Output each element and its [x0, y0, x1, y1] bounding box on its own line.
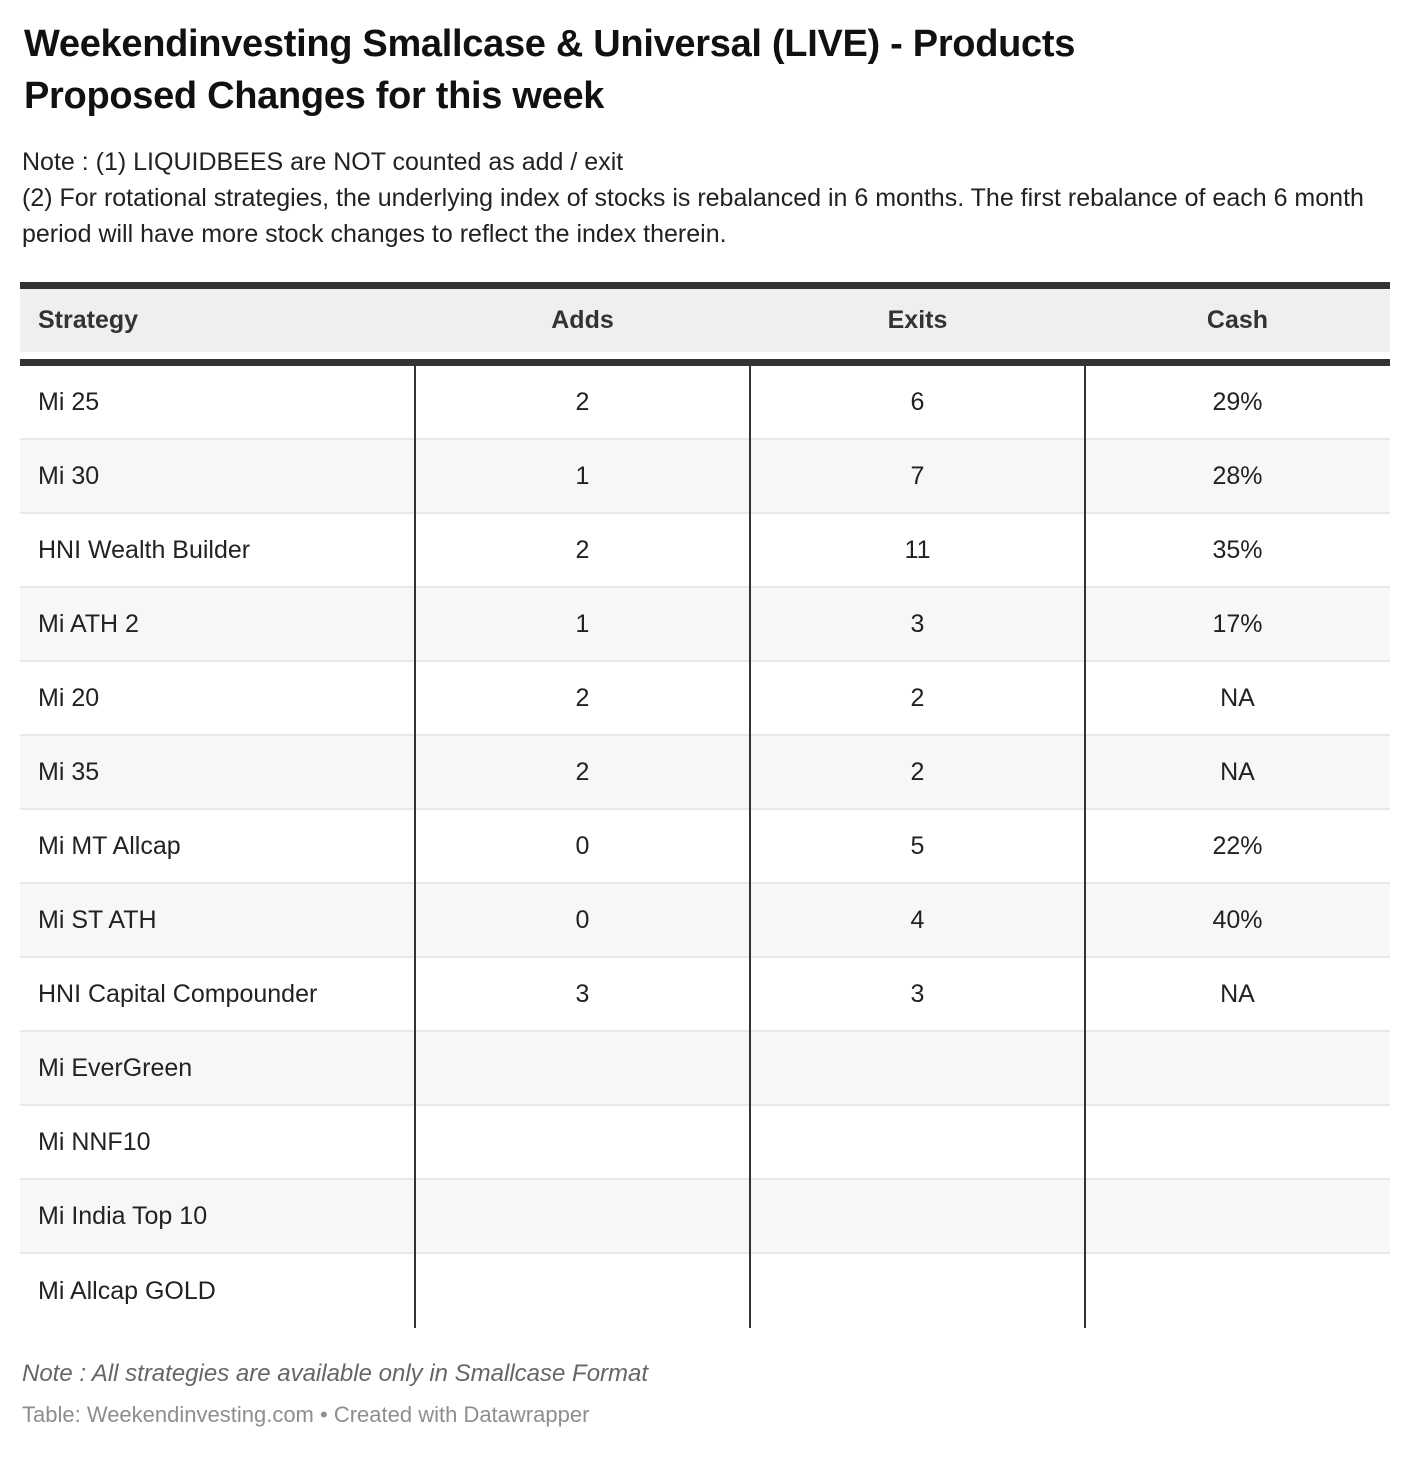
cell-adds: 2: [575, 535, 590, 564]
column-header-cash: Cash: [1206, 306, 1269, 334]
cell-cash: 28%: [1212, 461, 1263, 490]
attribution-separator: •: [313, 1402, 334, 1427]
column-header-strategy: Strategy: [38, 306, 139, 334]
table-row: Mi ST ATH 0 4 40%: [20, 884, 1390, 958]
column-divider-3: [1084, 366, 1086, 1328]
cell-cash: 35%: [1212, 535, 1263, 564]
cell-strategy: Mi 30: [38, 461, 100, 490]
cell-cash: 22%: [1212, 831, 1263, 860]
source-link[interactable]: Weekendinvesting.com: [86, 1402, 314, 1427]
cell-cash: 40%: [1212, 905, 1263, 934]
column-divider-2: [749, 366, 751, 1328]
cell-strategy: HNI Wealth Builder: [38, 535, 251, 564]
cell-strategy: Mi ST ATH: [38, 905, 157, 934]
page-title-line-2: Proposed Changes for this week: [24, 75, 605, 117]
table-row: Mi ATH 2 1 3 17%: [20, 588, 1390, 662]
cell-exits: 2: [910, 757, 925, 786]
cell-strategy: Mi 20: [38, 683, 100, 712]
cell-cash: 29%: [1212, 387, 1263, 416]
cell-adds: 2: [575, 757, 590, 786]
cell-adds: 1: [575, 609, 590, 638]
cell-strategy: Mi 35: [38, 757, 100, 786]
table-row: Mi MT Allcap 0 5 22%: [20, 810, 1390, 884]
table-row: Mi EverGreen: [20, 1032, 1390, 1106]
table-footnote: Note : All strategies are available only…: [22, 1360, 649, 1387]
cell-strategy: Mi NNF10: [38, 1127, 151, 1156]
table-row: HNI Capital Compounder 3 3 NA: [20, 958, 1390, 1032]
cell-cash: NA: [1220, 683, 1255, 712]
table-row: HNI Wealth Builder 2 11 35%: [20, 514, 1390, 588]
cell-exits: 6: [910, 387, 925, 416]
cell-strategy: Mi 25: [38, 387, 100, 416]
cell-strategy: HNI Capital Compounder: [38, 979, 318, 1008]
cell-adds: 1: [575, 461, 590, 490]
datawrapper-link[interactable]: Datawrapper: [463, 1402, 590, 1427]
page-title-line-1: Weekendinvesting Smallcase & Universal (…: [24, 23, 1076, 65]
cell-strategy: Mi India Top 10: [38, 1201, 208, 1230]
cell-adds: 0: [575, 831, 590, 860]
table-row: Mi 25 2 6 29%: [20, 366, 1390, 440]
page-title: Weekendinvesting Smallcase & Universal (…: [24, 18, 1386, 122]
cell-cash: NA: [1220, 757, 1255, 786]
cell-exits: 11: [904, 535, 931, 564]
datawrapper-table-page: Weekendinvesting Smallcase & Universal (…: [0, 18, 1410, 1428]
strategy-changes-table: Strategy Adds Exits Cash Mi 25 2 6 29% M…: [20, 282, 1390, 1328]
cell-exits: 3: [910, 609, 925, 638]
cell-strategy: Mi MT Allcap: [38, 831, 181, 860]
column-header-exits: Exits: [887, 306, 948, 334]
cell-exits: 4: [910, 905, 925, 934]
column-divider-1: [414, 366, 416, 1328]
column-header-adds: Adds: [551, 306, 614, 334]
cell-exits: 2: [910, 683, 925, 712]
cell-strategy: Mi EverGreen: [38, 1053, 193, 1082]
table-row: Mi 30 1 7 28%: [20, 440, 1390, 514]
header-bottom-border: [20, 359, 1390, 366]
table-row: Mi NNF10: [20, 1106, 1390, 1180]
header-note-2: (2) For rotational strategies, the under…: [22, 184, 1364, 248]
table-header-row: Strategy Adds Exits Cash: [20, 282, 1390, 352]
cell-adds: 0: [575, 905, 590, 934]
cell-adds: 3: [575, 979, 590, 1008]
attribution-prefix: Table:: [22, 1402, 87, 1427]
header-note-1: Note : (1) LIQUIDBEES are NOT counted as…: [22, 148, 624, 176]
table-row: Mi India Top 10: [20, 1180, 1390, 1254]
cell-adds: 2: [575, 683, 590, 712]
cell-exits: 5: [910, 831, 925, 860]
cell-exits: 3: [910, 979, 925, 1008]
cell-strategy: Mi Allcap GOLD: [38, 1276, 216, 1305]
table-body: Mi 25 2 6 29% Mi 30 1 7 28% HNI Wealth B…: [20, 366, 1390, 1328]
header-notes: Note : (1) LIQUIDBEES are NOT counted as…: [22, 144, 1372, 252]
table-row: Mi Allcap GOLD: [20, 1254, 1390, 1328]
attribution: Table: Weekendinvesting.com • Created wi…: [22, 1402, 1388, 1428]
cell-cash: NA: [1220, 979, 1255, 1008]
table-row: Mi 35 2 2 NA: [20, 736, 1390, 810]
cell-cash: 17%: [1212, 609, 1263, 638]
cell-adds: 2: [575, 387, 590, 416]
cell-exits: 7: [910, 461, 925, 490]
created-with-text: Created with: [333, 1402, 464, 1427]
table-row: Mi 20 2 2 NA: [20, 662, 1390, 736]
header-gap: [20, 352, 1390, 359]
cell-strategy: Mi ATH 2: [38, 609, 139, 638]
